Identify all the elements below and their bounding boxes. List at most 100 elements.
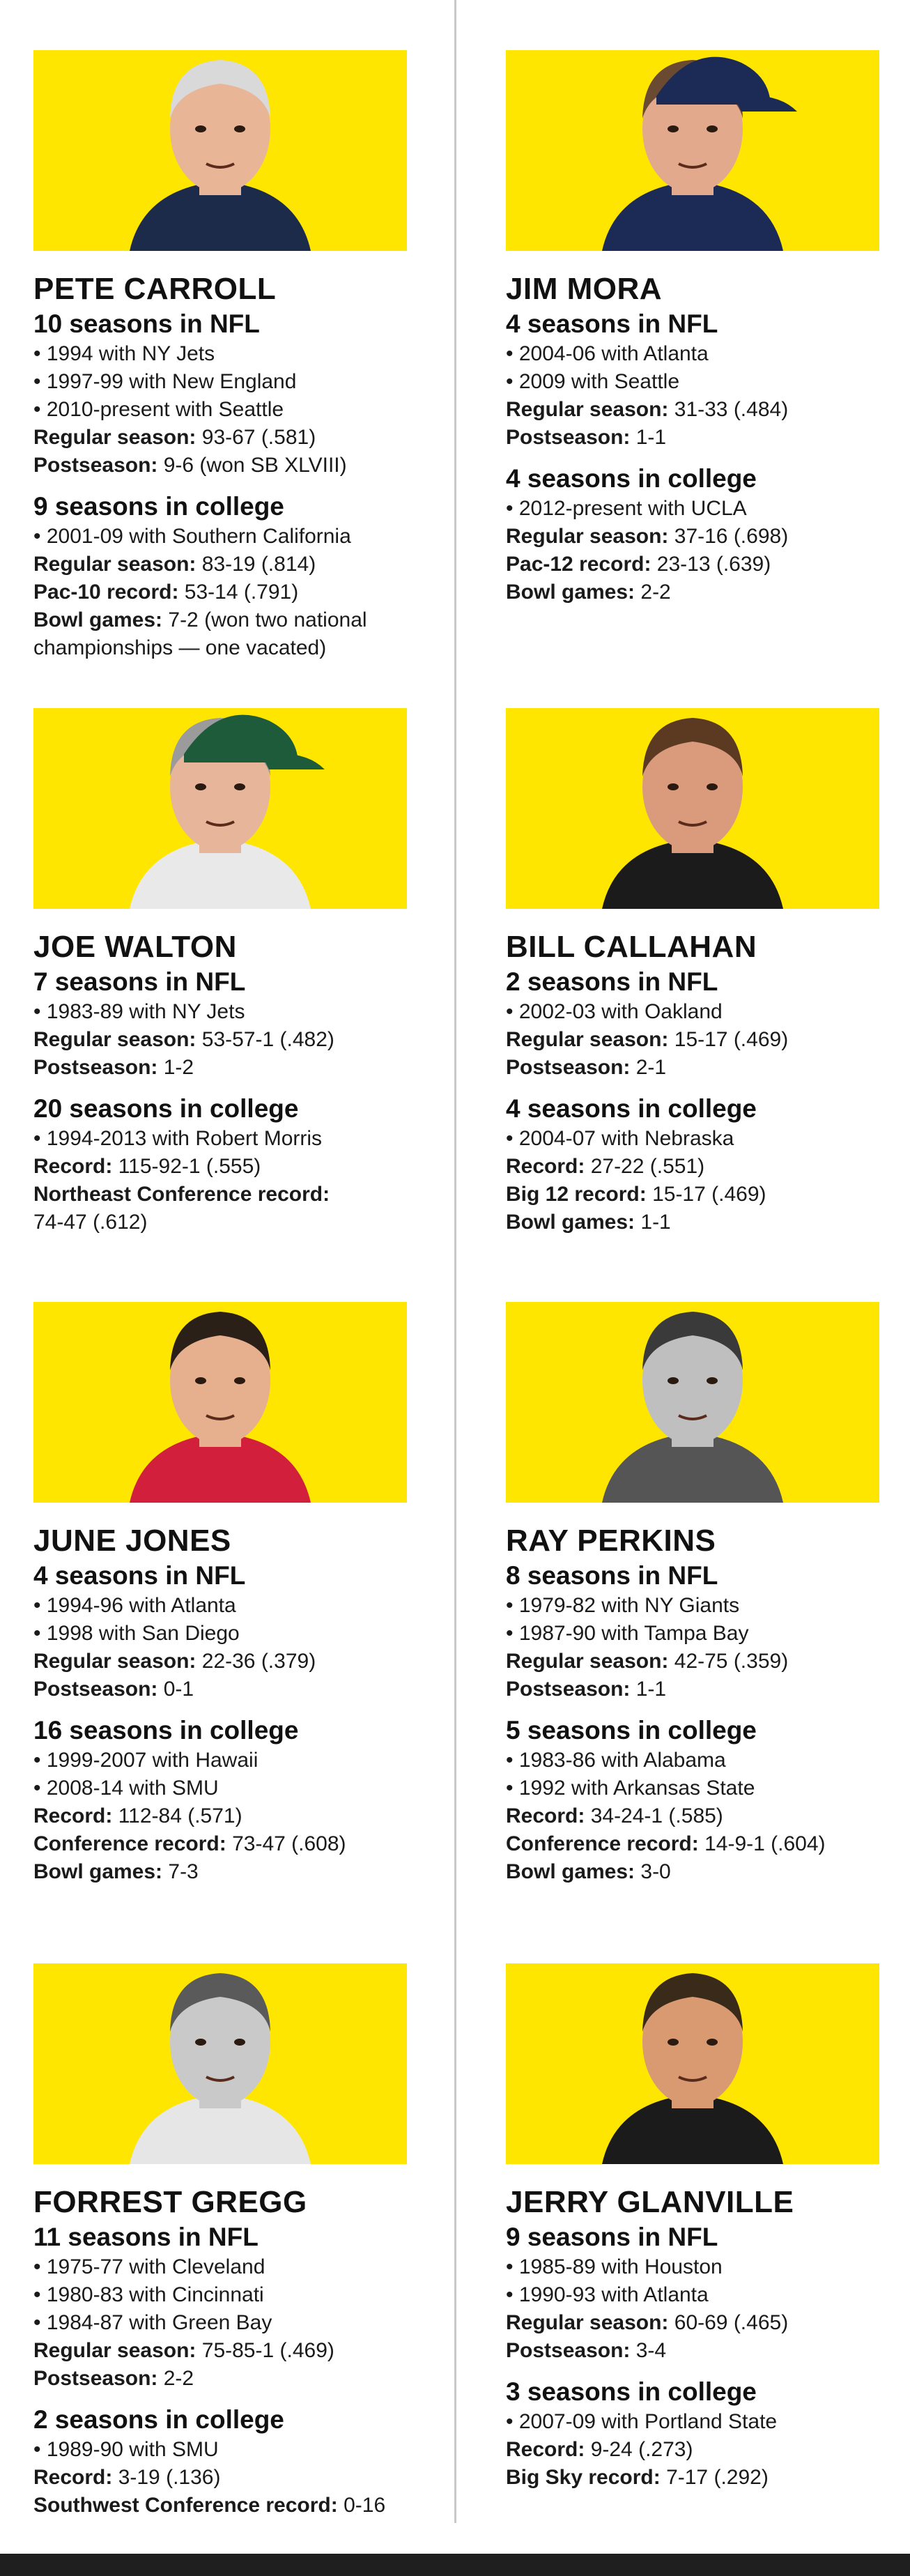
stat-value: championships — one vacated) [33,636,327,659]
stat-value: 0-16 [337,2494,386,2517]
detail-line: 1994-96 with Atlanta [33,1592,458,1620]
stat-value: 2002-03 with Oakland [518,1000,723,1023]
stat-line: Regular season: 60-69 (.465) [506,2309,910,2337]
stat-value: 1985-89 with Houston [518,2255,723,2278]
section-title: 4 seasons in NFL [506,309,718,338]
stat-value: 15-17 (.469) [668,1028,789,1051]
career-section: 3 seasons in college 2007-09 with Portlan… [506,2376,910,2492]
section-title: 5 seasons in college [506,1716,757,1745]
coach-name: FORREST GREGG [33,2185,307,2219]
coach-card: BILL CALLAHAN 2 seasons in NFL 2002-03 wit… [506,672,910,1248]
stat-value: 7-2 (won two national [162,608,367,631]
stat-line: Postseason: 9-6 (won SB XLVIII) [33,452,458,480]
career-section: 5 seasons in college 1983-86 with Alabama… [506,1715,910,1886]
stat-value: 1992 with Arkansas State [518,1777,755,1800]
stat-value: 2001-09 with Southern California [46,525,351,548]
stat-line: Postseason: 1-2 [33,1054,458,1082]
detail-line: 1999-2007 with Hawaii [33,1747,458,1774]
stat-value: 34-24-1 (.585) [585,1804,723,1827]
stat-value: 1998 with San Diego [46,1622,240,1645]
stat-value: 1983-86 with Alabama [518,1749,726,1772]
stat-label: Bowl games: [33,1860,163,1883]
stat-label: Regular season: [506,398,669,421]
stat-line: Regular season: 83-19 (.814) [33,551,458,578]
coach-name: JOE WALTON [33,930,237,964]
coach-name: JERRY GLANVILLE [506,2185,794,2219]
section-title: 9 seasons in college [33,492,284,521]
coach-card: PETE CARROLL 10 seasons in NFL 1994 with N… [33,14,458,673]
stat-value: 14-9-1 (.604) [698,1832,826,1855]
coach-card: JIM MORA 4 seasons in NFL 2004-06 with Atl… [506,14,910,618]
stat-value: 7-3 [162,1860,199,1883]
stat-value: 93-67 (.581) [196,426,316,449]
career-section: 4 seasons in NFL 2004-06 with Atlanta 2009… [506,308,910,452]
stat-label: Bowl games: [506,1860,635,1883]
stat-line: Regular season: 42-75 (.359) [506,1648,910,1676]
stat-line: Regular season: 22-36 (.379) [33,1648,458,1676]
career-section: 4 seasons in NFL 1994-96 with Atlanta 1998… [33,1560,458,1703]
stat-line: Conference record: 73-47 (.608) [33,1830,458,1858]
stat-label: Conference record: [33,1832,226,1855]
stat-label: Postseason: [33,2367,158,2390]
coach-name: RAY PERKINS [506,1524,716,1558]
career-section: 2 seasons in NFL 2002-03 with Oakland Regu… [506,966,910,1082]
career-section: 9 seasons in college 2001-09 with Souther… [33,491,458,662]
stat-value: 1979-82 with NY Giants [518,1594,740,1617]
stat-label: Postseason: [506,1678,631,1701]
detail-line: 1980-83 with Cincinnati [33,2281,458,2309]
coach-portrait [130,1973,311,2164]
stat-value: 73-47 (.608) [226,1832,346,1855]
coach-name: BILL CALLAHAN [506,930,757,964]
stat-value: 53-14 (.791) [178,581,299,604]
section-title: 9 seasons in NFL [506,2223,718,2251]
stat-value: 60-69 (.465) [668,2311,789,2334]
career-section: 16 seasons in college 1999-2007 with Hawa… [33,1715,458,1886]
stat-value: 2010-present with Seattle [46,398,284,421]
section-title: 16 seasons in college [33,1716,299,1745]
detail-line: 1992 with Arkansas State [506,1774,910,1802]
coach-portrait [602,1312,783,1503]
detail-line: championships — one vacated) [33,634,458,662]
stat-line: Postseason: 2-2 [33,2365,458,2393]
stat-label: Pac-12 record: [506,553,651,576]
career-section: 9 seasons in NFL 1985-89 with Houston 1990… [506,2221,910,2365]
detail-line: 1990-93 with Atlanta [506,2281,910,2309]
stat-value: 1994 with NY Jets [46,342,215,365]
coach-portrait [602,1973,783,2164]
stat-value: 75-85-1 (.469) [196,2339,334,2362]
stat-line: Regular season: 31-33 (.484) [506,396,910,424]
stat-value: 1980-83 with Cincinnati [46,2283,264,2306]
stat-value: 53-57-1 (.482) [196,1028,334,1051]
stat-value: 3-19 (.136) [112,2466,221,2489]
stat-line: Record: 9-24 (.273) [506,2436,910,2464]
stat-line: Pac-12 record: 23-13 (.639) [506,551,910,578]
stat-line: Pac-10 record: 53-14 (.791) [33,578,458,606]
stat-label: Record: [33,1155,113,1178]
stat-label: Southwest Conference record: [33,2494,338,2517]
stat-value: 15-17 (.469) [646,1183,766,1206]
footer-bar [0,2554,910,2576]
coach-portrait [602,718,783,909]
stat-line: Postseason: 2-1 [506,1054,910,1082]
stat-value: 9-6 (won SB XLVIII) [157,454,347,477]
stat-line: Record: 27-22 (.551) [506,1153,910,1181]
stat-label: Postseason: [33,1056,158,1079]
stat-label: Pac-10 record: [33,581,179,604]
stat-line: Bowl games: 7-2 (won two national [33,606,458,634]
stat-value: 83-19 (.814) [196,553,316,576]
stat-label: Postseason: [506,426,631,449]
stat-label: Regular season: [33,2339,196,2362]
stat-value: 1990-93 with Atlanta [518,2283,709,2306]
stat-line: Bowl games: 2-2 [506,578,910,606]
section-title: 10 seasons in NFL [33,309,260,338]
stat-value: 3-4 [630,2339,667,2362]
stat-value: 2004-06 with Atlanta [518,342,709,365]
detail-line: 2010-present with Seattle [33,396,458,424]
stat-value: 112-84 (.571) [112,1804,242,1827]
detail-line: 2009 with Seattle [506,368,910,396]
detail-line: 1985-89 with Houston [506,2253,910,2281]
detail-line: 1984-87 with Green Bay [33,2309,458,2337]
detail-line: 2002-03 with Oakland [506,998,910,1026]
stat-line: Regular season: 75-85-1 (.469) [33,2337,458,2365]
stat-line: Record: 3-19 (.136) [33,2464,458,2492]
